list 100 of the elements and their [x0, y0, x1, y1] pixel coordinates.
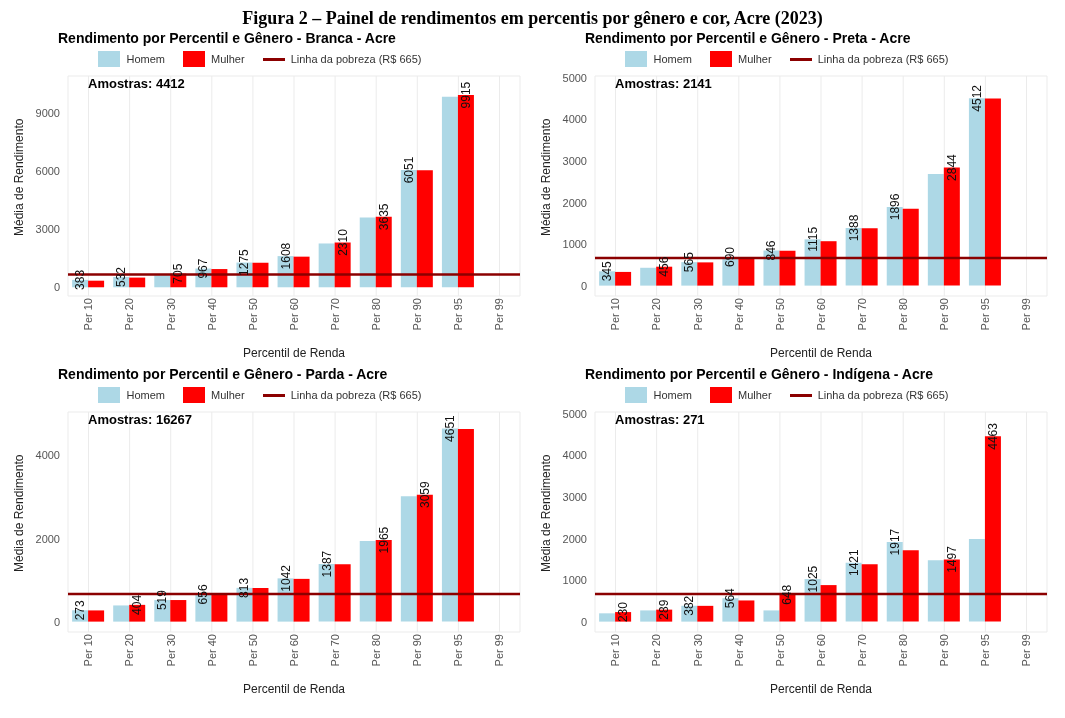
x-tick-label: Per 10 [609, 634, 622, 667]
bar [88, 610, 105, 622]
y-tick-label: 1000 [562, 574, 587, 587]
annotation: Amostras: 16267 [88, 412, 193, 427]
data-label: 656 [196, 584, 211, 605]
data-label: 4651 [442, 414, 457, 442]
bar [170, 600, 187, 622]
x-tick-label: Per 10 [82, 634, 95, 667]
x-tick-label: Per 99 [493, 298, 506, 331]
data-label: 565 [682, 251, 697, 273]
x-tick-label: Per 40 [205, 634, 218, 667]
data-label: 564 [723, 587, 738, 609]
data-label: 6051 [401, 156, 416, 184]
bar [697, 262, 714, 286]
data-label: 1965 [376, 526, 391, 554]
bar [334, 564, 351, 622]
data-label: 648 [780, 584, 795, 605]
y-tick-label: 5000 [562, 407, 587, 420]
y-tick-label: 2000 [35, 532, 60, 545]
data-label: 1421 [846, 548, 861, 576]
bar [113, 605, 130, 622]
x-tick-label: Per 40 [732, 298, 745, 331]
legend-label: Mulher [211, 53, 245, 65]
x-tick-label: Per 10 [82, 298, 95, 331]
chart-title: Rendimento por Percentil e Gênero - Parda - Acre [57, 366, 389, 384]
y-tick-label: 3000 [562, 491, 587, 503]
bar [861, 564, 878, 622]
legend-label: Mulher [211, 389, 245, 401]
annotation: Amostras: 271 [615, 412, 705, 427]
legend-label: Linha da pobreza (R$ 665) [290, 389, 422, 401]
bar [318, 243, 335, 288]
bar [763, 610, 780, 622]
bar [902, 550, 919, 622]
x-tick-label: Per 80 [369, 634, 382, 667]
x-tick-label: Per 95 [452, 298, 465, 331]
chart-title: Rendimento por Percentil e Gênero - Branca - Acre [57, 30, 397, 48]
x-tick-label: Per 90 [411, 634, 424, 667]
y-tick-label: 5000 [562, 71, 587, 84]
annotation: Amostras: 2141 [615, 76, 712, 91]
x-tick-label: Per 40 [205, 298, 218, 331]
y-tick-label: 1000 [562, 238, 587, 251]
data-label: 4512 [969, 84, 984, 112]
legend-label: Linha da pobreza (R$ 665) [290, 53, 422, 65]
legend-label: Homem [653, 53, 692, 65]
x-tick-label: Per 60 [287, 634, 300, 667]
text: Figura 2 – Painel de rendimentos em percentis por gênero e cor, Acre (2023) [241, 8, 824, 30]
legend-label: Homem [126, 389, 165, 401]
data-label: 1042 [278, 564, 293, 592]
x-tick-label: Per 20 [123, 298, 136, 331]
data-label: 1387 [319, 550, 334, 578]
chart-title: Rendimento por Percentil e Gênero - Preta - Acre [584, 30, 912, 48]
bar [640, 267, 657, 286]
x-tick-label: Per 95 [452, 634, 465, 667]
x-tick-label: Per 50 [246, 298, 259, 331]
y-tick-label: 4000 [562, 113, 587, 126]
y-axis-title: Média de Rendimento [12, 118, 27, 236]
x-tick-label: Per 30 [691, 298, 704, 331]
bar [902, 208, 919, 286]
y-axis-title: Média de Rendimento [12, 454, 27, 572]
y-tick-label: 6000 [35, 164, 60, 177]
data-label: 2844 [944, 153, 959, 181]
bar [293, 578, 310, 622]
x-tick-label: Per 95 [979, 634, 992, 667]
y-tick-label: 0 [580, 615, 587, 628]
x-axis-title: Percentil de Renda [768, 682, 874, 696]
x-tick-label: Per 20 [650, 298, 663, 331]
x-tick-label: Per 10 [609, 298, 622, 331]
x-tick-label: Per 50 [773, 298, 786, 331]
bar [441, 96, 458, 288]
data-label: 1275 [237, 248, 252, 276]
legend-label: Homem [653, 389, 692, 401]
x-tick-label: Per 50 [246, 634, 259, 667]
bar [984, 98, 1001, 286]
x-tick-label: Per 70 [328, 298, 341, 331]
data-label: 3635 [376, 203, 391, 231]
bar [457, 429, 474, 622]
data-label: 230 [616, 601, 631, 623]
bar [400, 496, 417, 622]
data-label: 1388 [846, 214, 861, 242]
x-axis-title: Percentil de Renda [241, 346, 347, 360]
data-label: 2310 [335, 228, 350, 256]
legend-label: Mulher [738, 389, 772, 401]
bar [359, 541, 376, 622]
data-label: 9915 [458, 81, 473, 109]
x-tick-label: Per 90 [411, 298, 424, 331]
data-label: 813 [237, 577, 252, 598]
bar [640, 610, 657, 622]
x-tick-label: Per 90 [938, 298, 951, 331]
bar [738, 600, 755, 622]
y-tick-label: 3000 [562, 155, 587, 167]
x-tick-label: Per 80 [896, 298, 909, 331]
data-label: 1608 [278, 242, 293, 270]
legend-label: Mulher [738, 53, 772, 65]
data-label: 273 [73, 599, 88, 621]
y-axis-title: Média de Rendimento [539, 454, 554, 572]
data-label: 4463 [985, 422, 1000, 450]
bar [599, 613, 616, 622]
x-tick-label: Per 70 [855, 298, 868, 331]
bar [129, 277, 146, 288]
x-tick-label: Per 30 [164, 634, 177, 667]
